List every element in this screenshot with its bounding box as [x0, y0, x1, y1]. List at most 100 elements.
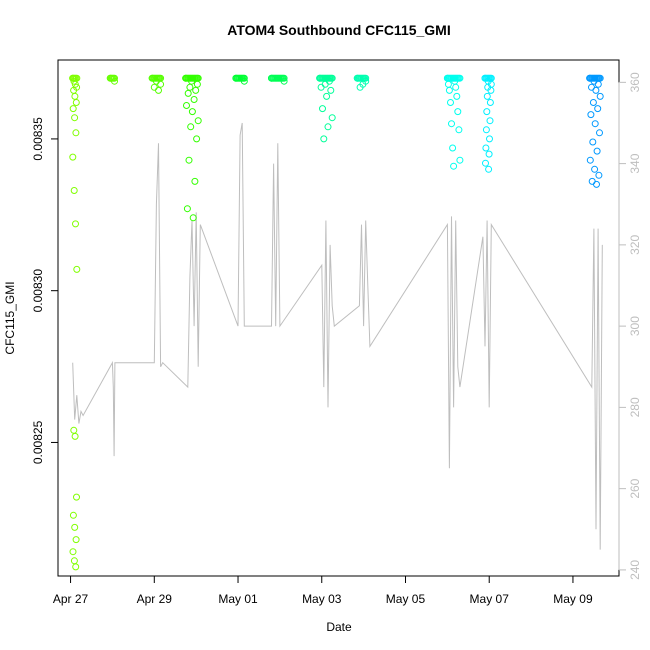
data-point [485, 165, 493, 173]
plot-border [57, 59, 620, 577]
data-point [594, 80, 602, 88]
data-point [356, 83, 364, 91]
plot-frame [57, 59, 620, 577]
y-axis-label: CFC115_GMI [3, 281, 17, 354]
line-series [72, 122, 603, 550]
data-point [482, 144, 490, 152]
data-point [70, 557, 78, 565]
data-point [72, 99, 80, 106]
data-point [187, 123, 195, 131]
data-point [455, 126, 463, 134]
data-point [448, 120, 455, 128]
data-point [324, 123, 332, 131]
data-point [189, 214, 197, 222]
data-point [445, 86, 453, 94]
data-point [483, 92, 491, 100]
data-point [111, 74, 118, 82]
data-point [73, 493, 80, 501]
data-point [155, 86, 162, 94]
data-point [157, 80, 165, 88]
data-point [323, 92, 331, 100]
data-point [150, 83, 158, 91]
data-point [482, 159, 489, 167]
data-point [188, 108, 196, 116]
data-point [72, 220, 79, 228]
data-point [72, 536, 80, 544]
data-point [70, 187, 78, 194]
scatter-series [69, 74, 604, 571]
y-right-tick-label: 260 [628, 478, 642, 498]
gray-line-path [72, 122, 603, 550]
x-tick-label: May 05 [386, 592, 426, 606]
data-point [70, 426, 78, 434]
y-axis-left: 0.00825 0.00830 0.00835 [31, 117, 59, 464]
data-point [190, 96, 198, 103]
data-point [191, 177, 199, 185]
data-point [73, 265, 81, 273]
data-point [193, 80, 201, 88]
x-tick-label: Apr 29 [137, 592, 173, 606]
data-point [591, 165, 599, 173]
data-point [71, 432, 79, 440]
data-point [69, 153, 77, 161]
chart-title: ATOM4 Southbound CFC115_GMI [227, 22, 451, 38]
data-point [321, 80, 329, 88]
data-point [362, 74, 370, 82]
x-axis: Apr 27 Apr 29 May 01 May 03 May 05 May 07 May … [53, 575, 593, 606]
data-point [157, 74, 165, 82]
data-point [73, 74, 81, 82]
y-left-tick-label: 0.00835 [31, 117, 45, 161]
x-tick-label: May 03 [302, 592, 342, 606]
data-point [587, 111, 595, 119]
data-point [594, 105, 602, 113]
data-point [588, 177, 596, 185]
data-point [596, 129, 603, 137]
y-axis-right: 240 260 280 300 320 340 360 [618, 72, 642, 580]
data-point [185, 156, 193, 164]
data-point [72, 129, 80, 137]
data-point [69, 105, 77, 113]
data-point [72, 563, 80, 571]
data-point [596, 92, 604, 100]
data-point [194, 74, 202, 82]
x-axis-label: Date [326, 620, 352, 634]
data-point [184, 89, 192, 97]
data-point [593, 180, 600, 188]
y-right-tick-label: 360 [628, 72, 642, 92]
data-point [485, 150, 493, 158]
data-point [319, 105, 326, 113]
data-point [71, 523, 79, 531]
data-point [328, 74, 336, 82]
x-tick-label: Apr 27 [53, 592, 89, 606]
data-point [487, 86, 495, 94]
x-tick-label: May 09 [553, 592, 593, 606]
data-point [589, 99, 597, 106]
data-point [589, 138, 597, 146]
data-point [192, 86, 200, 94]
data-point [447, 99, 454, 106]
data-point [482, 126, 490, 134]
data-point [327, 86, 335, 94]
data-point [444, 80, 452, 88]
y-right-tick-label: 300 [628, 316, 642, 336]
data-point [487, 74, 495, 82]
data-point [596, 74, 604, 82]
data-point [194, 117, 202, 125]
data-point [483, 108, 491, 116]
data-point [240, 74, 248, 82]
data-point [449, 144, 457, 152]
data-point [486, 135, 493, 143]
data-point [453, 92, 461, 100]
data-point [320, 135, 328, 143]
data-point [69, 511, 77, 519]
data-point [456, 74, 464, 82]
data-point [456, 156, 464, 164]
x-tick-label: May 07 [470, 592, 510, 606]
y-right-tick-label: 280 [628, 397, 642, 417]
data-point [186, 83, 194, 91]
data-point [71, 114, 79, 122]
data-point [452, 83, 460, 91]
data-point [486, 99, 494, 106]
y-right-tick-label: 320 [628, 235, 642, 255]
